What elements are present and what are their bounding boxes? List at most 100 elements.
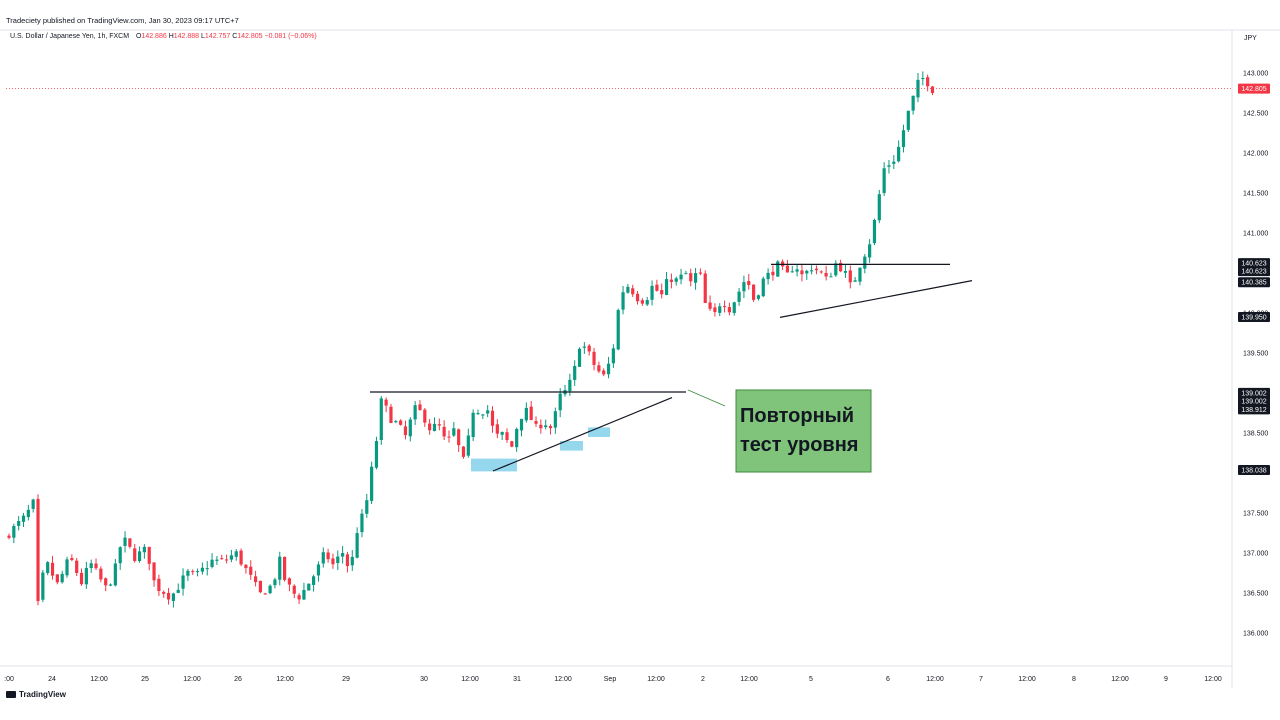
close-label: C <box>232 33 238 40</box>
candle-body <box>312 576 316 585</box>
candle-body <box>529 406 533 421</box>
time-tick-label: 12:00 <box>461 676 479 683</box>
candle-body <box>99 568 103 580</box>
candle-body <box>79 572 84 585</box>
candle-body <box>650 285 654 300</box>
axes: JPY 136.000 136.500 137.000 137.500 138.500 13… <box>0 29 1280 688</box>
candle-body <box>713 307 717 313</box>
candle-body <box>389 406 393 424</box>
candle-body <box>297 595 301 600</box>
candle-body <box>12 526 16 538</box>
candle-body <box>790 271 794 273</box>
low-label: L <box>201 33 205 40</box>
candle-body <box>171 593 175 601</box>
candle-body <box>239 550 243 565</box>
candle-body <box>447 436 451 438</box>
tradingview-logo-icon <box>6 691 16 699</box>
support-zone-box <box>588 427 610 437</box>
candle-body <box>698 272 703 274</box>
candle-body <box>17 521 21 526</box>
candle-body <box>331 558 335 565</box>
time-tick-label: 30 <box>420 676 428 683</box>
time-tick-label: 31 <box>513 676 521 683</box>
candle-body <box>360 513 364 533</box>
candle-body <box>722 306 727 308</box>
candle-body <box>350 556 354 566</box>
candle-body <box>582 346 586 348</box>
candle-body <box>220 558 224 560</box>
candle-body <box>142 546 146 553</box>
price-tag-label: 138.912 <box>1241 407 1266 414</box>
candle-body <box>476 413 480 415</box>
open-label: O <box>135 33 142 40</box>
candle-body <box>104 578 108 586</box>
time-tick-label: 12:00 <box>1111 676 1129 683</box>
candle-body <box>21 515 26 522</box>
candle-body <box>897 146 901 162</box>
callout-line-1: Повторный <box>740 405 854 427</box>
candle-body <box>814 268 819 271</box>
price-tag-label: 140.623 <box>1241 269 1266 276</box>
candle-body <box>911 95 915 111</box>
candle-body <box>471 412 475 438</box>
time-tick-label: 12:00 <box>276 676 294 683</box>
candle-body <box>432 423 437 432</box>
time-tick-label: 26 <box>234 676 242 683</box>
price-tag-label: 139.950 <box>1241 315 1266 322</box>
time-tick-label: 12:00 <box>926 676 944 683</box>
candle-body <box>191 571 195 573</box>
price-tick-label: 138.500 <box>1243 431 1268 438</box>
candle-body <box>273 579 277 586</box>
price-tag-label: 139.002 <box>1241 390 1266 397</box>
candle-body <box>921 78 925 80</box>
price-tick-label: 141.000 <box>1243 231 1268 238</box>
price-tag-label: 138.038 <box>1241 467 1266 474</box>
candle-body <box>626 286 630 293</box>
candle-body <box>544 425 548 428</box>
candle-body <box>413 405 417 420</box>
candle-body <box>776 261 780 277</box>
candle-body <box>660 290 664 295</box>
candle-body <box>606 363 611 375</box>
candle-body <box>853 280 857 282</box>
candle-body <box>839 262 843 272</box>
candle-body <box>166 592 171 600</box>
candle-body <box>181 575 185 589</box>
candle-body <box>703 273 707 303</box>
candle-body <box>108 584 113 586</box>
price-tag-label: 140.385 <box>1241 280 1266 287</box>
candle-body <box>89 563 93 569</box>
candle-body <box>215 559 219 561</box>
candle-body <box>751 284 756 300</box>
price-tick-label: 137.500 <box>1243 511 1268 518</box>
change-value: −0.081 (−0.06%) <box>264 33 317 40</box>
candle-body <box>887 165 891 167</box>
candle-body <box>868 244 872 258</box>
time-tick-label: 25 <box>141 676 149 683</box>
candle-body <box>370 466 374 501</box>
candle-body <box>732 302 736 313</box>
time-tick-label: 12:00 <box>647 676 665 683</box>
candle-body <box>872 219 877 244</box>
candle-body <box>926 77 930 87</box>
high-label: H <box>168 33 174 40</box>
candle-body <box>244 564 248 569</box>
candle-body <box>65 559 69 576</box>
candle-body <box>36 498 40 602</box>
price-tick-label: 142.500 <box>1243 111 1268 118</box>
high-value: 142.888 <box>173 33 200 40</box>
candle-body <box>46 562 50 574</box>
symbol-name[interactable]: U.S. Dollar / Japanese Yen, 1h, FXCM <box>10 33 130 40</box>
tradingview-logo[interactable]: TradingView <box>6 690 66 699</box>
candle-body <box>534 420 538 424</box>
candle-body <box>785 265 790 273</box>
candle-body <box>345 554 350 567</box>
candle-body <box>408 419 412 437</box>
candle-body <box>930 86 935 93</box>
candle-body <box>505 432 509 441</box>
candle-body <box>466 435 470 456</box>
trendline-2 <box>779 280 973 318</box>
price-tag-bg <box>1238 464 1270 475</box>
candle-body <box>761 278 765 297</box>
